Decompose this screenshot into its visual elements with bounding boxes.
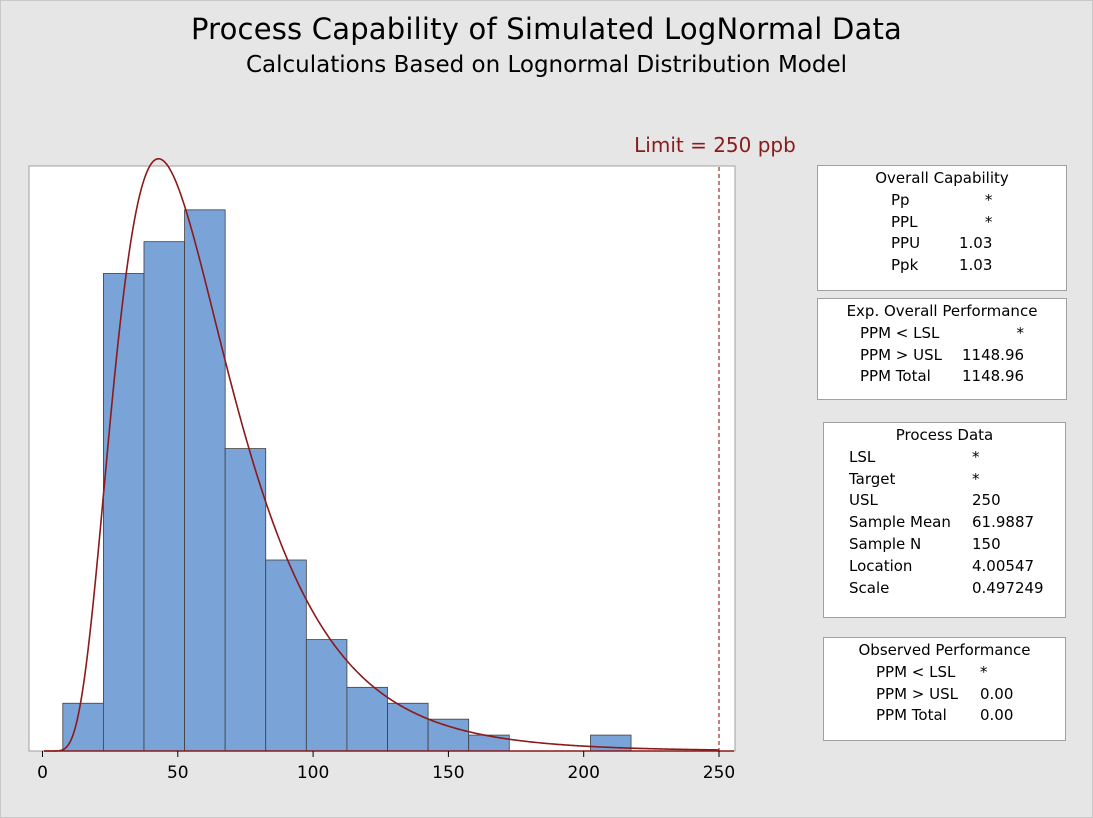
ppk-value: 1.03	[959, 256, 993, 275]
sample-mean-value: 61.9887	[972, 513, 1035, 532]
table-row: PPM < LSL *	[860, 323, 1024, 345]
observed-performance-title: Observed Performance	[858, 641, 1031, 659]
scale-label: Scale	[849, 578, 890, 597]
table-row: PPL *	[891, 212, 992, 234]
histogram-bar	[184, 209, 226, 752]
table-row: Ppk 1.03	[891, 255, 992, 277]
ppl-label: PPL	[891, 212, 918, 231]
x-tick-label: 0	[37, 763, 48, 783]
x-tick-label: 150	[432, 763, 464, 783]
lsl-label: LSL	[849, 447, 876, 466]
obs-ppm-total-label: PPM Total	[876, 706, 947, 725]
table-row: PPM > USL 0.00	[876, 684, 1013, 706]
ppm-lsl-label: PPM < LSL	[860, 323, 940, 342]
overall-capability-panel: Overall Capability Pp * PPL * PPU 1.03 P…	[817, 165, 1067, 291]
ppm-total-value: 1148.96	[962, 367, 1025, 386]
histogram-bar	[305, 639, 348, 752]
obs-ppm-total-value: 0.00	[980, 706, 1014, 725]
table-row: PPM > USL 1148.96	[860, 345, 1024, 367]
ppm-usl-label: PPM > USL	[860, 345, 942, 364]
usl-label: USL	[849, 491, 878, 510]
histogram-bar	[265, 559, 307, 752]
x-tick-label: 200	[567, 763, 599, 783]
usl-value: 250	[972, 491, 1001, 510]
table-row: PPU 1.03	[891, 233, 992, 255]
histogram-bar	[224, 448, 267, 752]
ppk-label: Ppk	[891, 256, 919, 275]
sample-mean-label: Sample Mean	[849, 513, 951, 532]
table-row: PPM Total 0.00	[876, 705, 1013, 727]
histogram-bar	[346, 686, 388, 752]
chart-title: Process Capability of Simulated LogNorma…	[190, 12, 903, 46]
chart-subtitle: Calculations Based on Lognormal Distribu…	[245, 52, 847, 78]
obs-ppm-usl-value: 0.00	[980, 684, 1014, 703]
ppm-lsl-value: *	[1016, 323, 1025, 342]
lsl-value: *	[972, 447, 980, 466]
table-row: Scale 0.497249	[849, 578, 1044, 600]
ppu-value: 1.03	[959, 234, 993, 253]
table-row: Location 4.00547	[849, 556, 1044, 578]
table-row: Sample Mean 61.9887	[849, 512, 1044, 534]
location-label: Location	[849, 556, 913, 575]
process-data-title: Process Data	[895, 426, 994, 444]
ppm-total-label: PPM Total	[860, 367, 931, 386]
histogram-bar	[102, 273, 145, 752]
sample-n-value: 150	[972, 534, 1001, 553]
histogram-bar	[143, 241, 185, 752]
pp-value: *	[984, 190, 993, 209]
location-value: 4.00547	[972, 556, 1035, 575]
histogram-bar	[468, 734, 510, 752]
x-tick-label: 250	[703, 763, 735, 783]
x-tick-label: 50	[167, 763, 189, 783]
pp-label: Pp	[891, 190, 910, 209]
exp-overall-performance-panel: Exp. Overall Performance PPM < LSL * PPM…	[817, 298, 1067, 400]
histogram-bar	[387, 702, 429, 752]
target-value: *	[972, 469, 980, 488]
obs-ppm-usl-label: PPM > USL	[876, 684, 958, 703]
table-row: Pp *	[891, 190, 992, 212]
histogram-bar	[427, 718, 470, 752]
target-label: Target	[849, 469, 896, 488]
table-row: Target *	[849, 469, 1044, 491]
table-row: Sample N 150	[849, 534, 1044, 556]
process-data-panel: Process Data LSL * Target * USL 250 Samp…	[823, 422, 1066, 618]
x-tick-label: 100	[297, 763, 329, 783]
fitted-lognormal-curve	[43, 157, 720, 752]
table-row: USL 250	[849, 490, 1044, 512]
overall-capability-title: Overall Capability	[875, 169, 1009, 187]
obs-ppm-lsl-label: PPM < LSL	[876, 662, 956, 681]
observed-performance-panel: Observed Performance PPM < LSL * PPM > U…	[823, 637, 1066, 741]
table-row: PPM < LSL *	[876, 662, 1013, 684]
table-row: LSL *	[849, 447, 1044, 469]
exp-overall-performance-title: Exp. Overall Performance	[846, 302, 1038, 320]
scale-value: 0.497249	[972, 578, 1044, 597]
obs-ppm-lsl-value: *	[980, 662, 988, 681]
ppu-label: PPU	[891, 234, 921, 253]
limit-label: Limit = 250 ppb	[634, 133, 796, 157]
table-row: PPM Total 1148.96	[860, 366, 1024, 388]
ppl-value: *	[984, 212, 993, 231]
ppm-usl-value: 1148.96	[962, 345, 1025, 364]
sample-n-label: Sample N	[849, 534, 922, 553]
